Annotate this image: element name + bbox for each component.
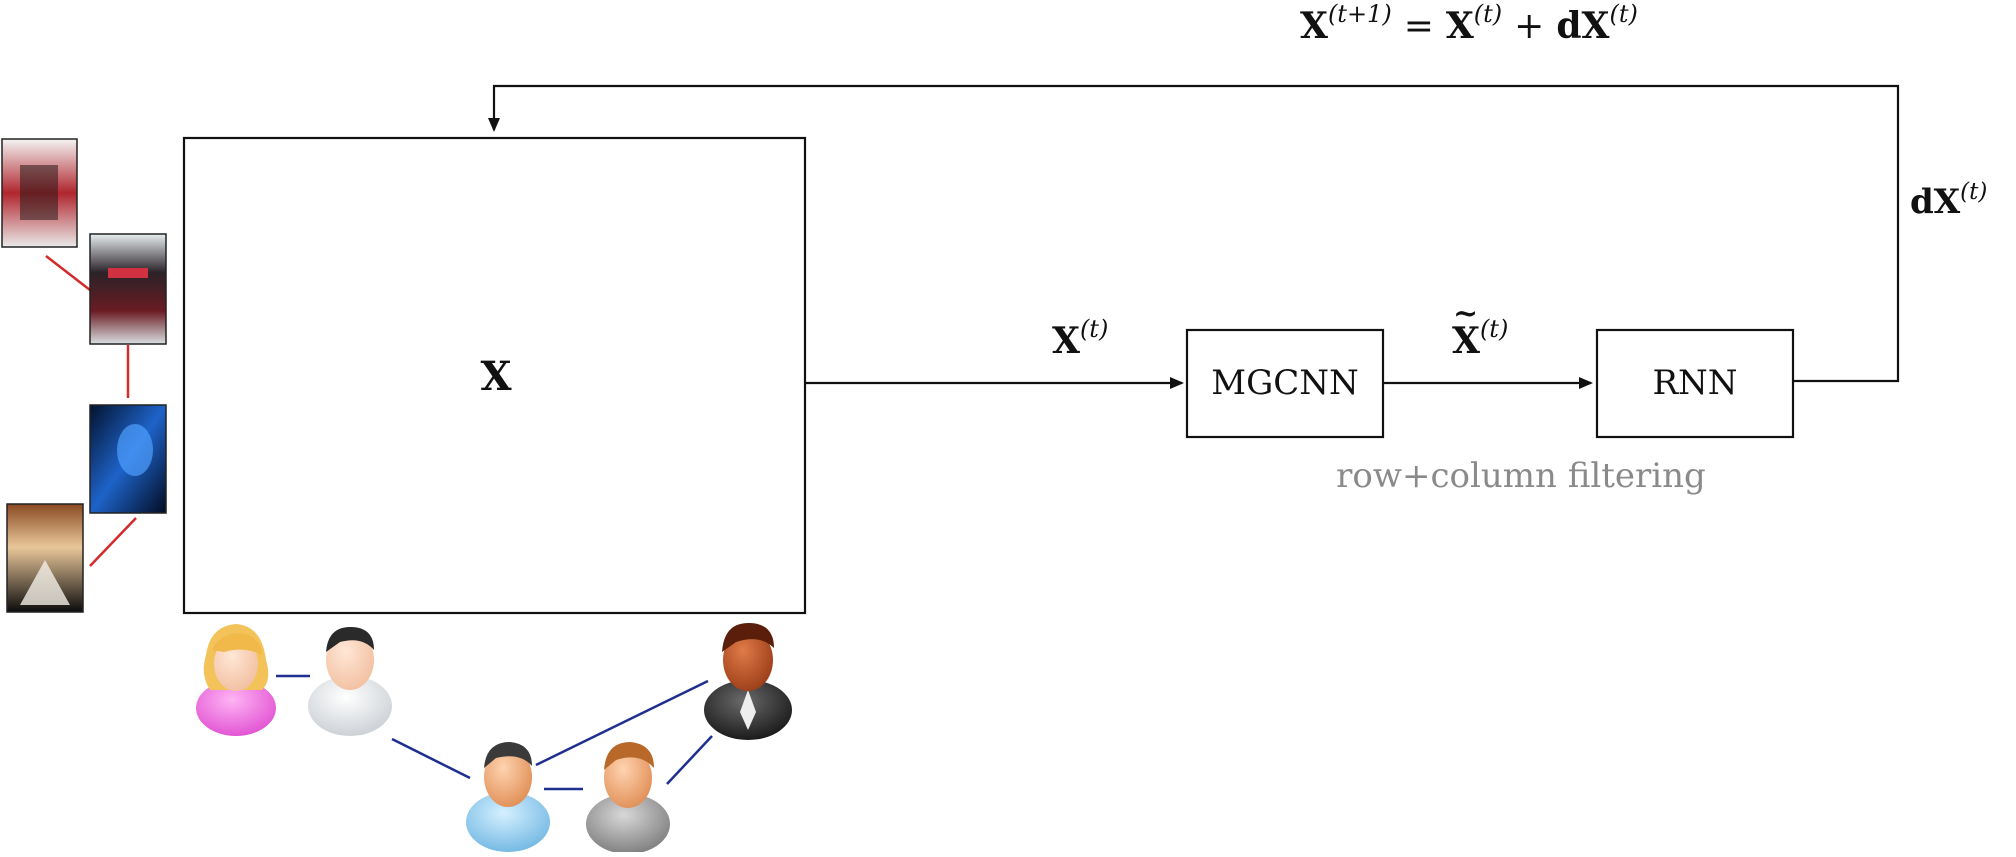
input-edge-label: X(t)	[1052, 315, 1108, 362]
user-avatar-icon	[586, 742, 670, 854]
user-edge	[666, 735, 713, 785]
mgcnn-block	[1185, 328, 1385, 439]
movie-poster-icon	[89, 233, 167, 345]
rnn-block	[1595, 328, 1795, 439]
matrix-label: X	[480, 353, 511, 400]
movie-edge	[45, 255, 91, 291]
matrix-box	[182, 136, 807, 615]
feedback-label: dX(t)	[1910, 179, 1987, 222]
movie-poster-icon	[89, 404, 167, 514]
user-edge	[535, 679, 709, 767]
movie-poster-icon	[1, 138, 78, 248]
user-avatar-icon	[196, 624, 276, 736]
filtering-caption: row+column filtering	[1336, 456, 1706, 496]
rnn-label: RNN	[1652, 363, 1737, 403]
user-graph	[196, 622, 792, 854]
user-edge	[391, 737, 471, 780]
mid-edge-label: X(t)	[1452, 315, 1508, 362]
user-avatar-icon	[308, 626, 392, 736]
user-avatar-icon	[466, 742, 550, 852]
movie-graph	[1, 138, 167, 613]
svg-text:X(t+1)=X(t)+dX(t): X(t+1) = X(t) + dX(t)	[1300, 0, 1638, 47]
mgcnn-label: MGCNN	[1211, 363, 1359, 403]
movie-edge	[89, 517, 137, 567]
tilde-accent: ~	[1453, 296, 1478, 331]
feedback-arrow	[488, 84, 1900, 383]
update-rule-equation: X(t+1) = X(t) + dX(t)	[1300, 0, 1638, 47]
movie-poster-icon	[6, 503, 84, 613]
user-avatar-icon	[704, 622, 792, 740]
